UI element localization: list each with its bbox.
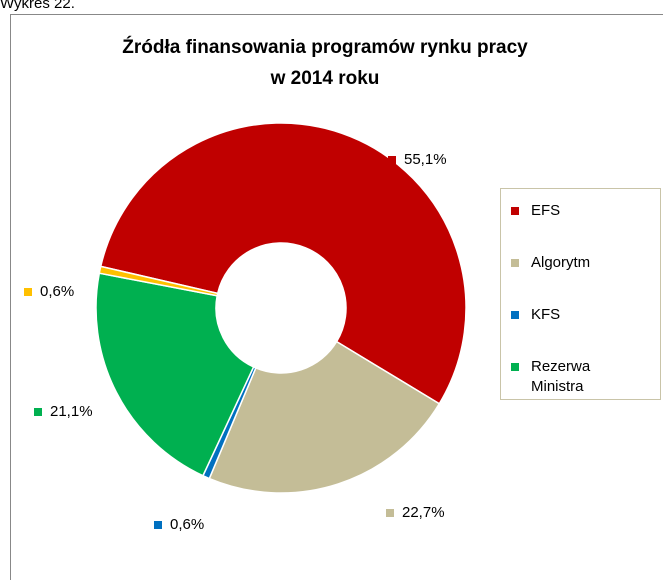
legend-swatch (511, 363, 519, 371)
legend-label: Algorytm (531, 254, 591, 271)
slice (95, 272, 255, 477)
label-marker (386, 509, 394, 517)
legend-label: Rezerwa Ministra (531, 358, 591, 395)
legend-label: KFS (531, 306, 561, 323)
legend-swatch (511, 259, 519, 267)
data-label: 22,7% (402, 504, 445, 521)
legend-label: EFS (531, 202, 561, 219)
data-label: 55,1% (404, 151, 447, 168)
legend-swatch (511, 207, 519, 215)
caption: Wykres 22. (0, 0, 75, 12)
label-marker (388, 156, 396, 164)
slice (208, 340, 441, 494)
chart-title: Źródła finansowania programów rynku prac… (122, 36, 528, 58)
legend-item: Rezerwa Ministra (511, 357, 651, 397)
data-label: 0,6% (40, 283, 74, 300)
label-marker (24, 288, 32, 296)
legend: EFS Algorytm KFS Rezerwa Ministra (500, 188, 661, 400)
chart-border (10, 14, 663, 580)
legend-item: KFS (511, 305, 651, 325)
data-label: 21,1% (50, 403, 93, 420)
legend-item: EFS (511, 201, 651, 221)
legend-item: Algorytm (511, 253, 651, 273)
label-marker (34, 408, 42, 416)
chart-title: w 2014 roku (270, 68, 380, 89)
slice (99, 122, 467, 405)
slice (98, 265, 219, 297)
data-label: 0,6% (170, 516, 204, 533)
label-marker (154, 521, 162, 529)
legend-swatch (511, 311, 519, 319)
